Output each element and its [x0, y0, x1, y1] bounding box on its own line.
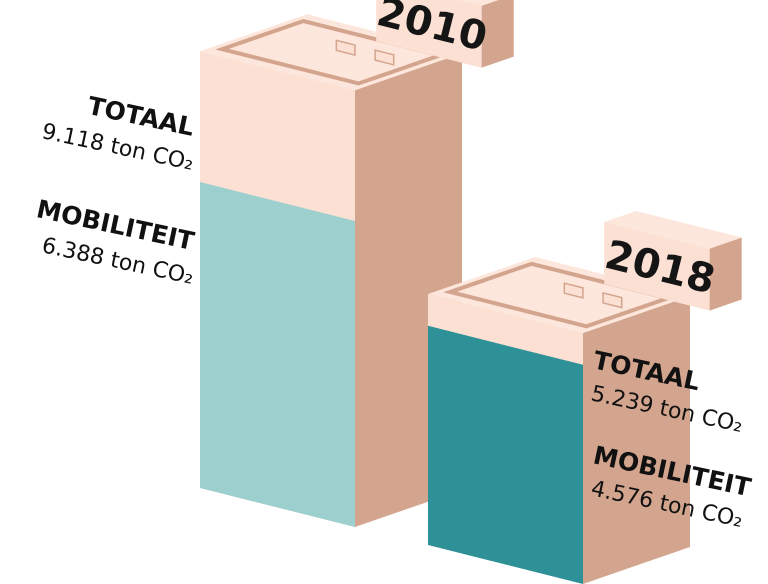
knob: [563, 282, 584, 299]
sign: [376, 0, 482, 68]
sign-top: [604, 210, 742, 249]
knob: [602, 291, 623, 309]
sign-side: [709, 237, 742, 311]
knob: [374, 49, 395, 66]
bar-side: [583, 296, 690, 584]
bar: [428, 325, 583, 584]
knob: [335, 39, 356, 57]
sign: [604, 222, 710, 311]
bar: [200, 182, 355, 527]
sign-top: [458, 0, 499, 6]
sign-side: [481, 0, 514, 68]
